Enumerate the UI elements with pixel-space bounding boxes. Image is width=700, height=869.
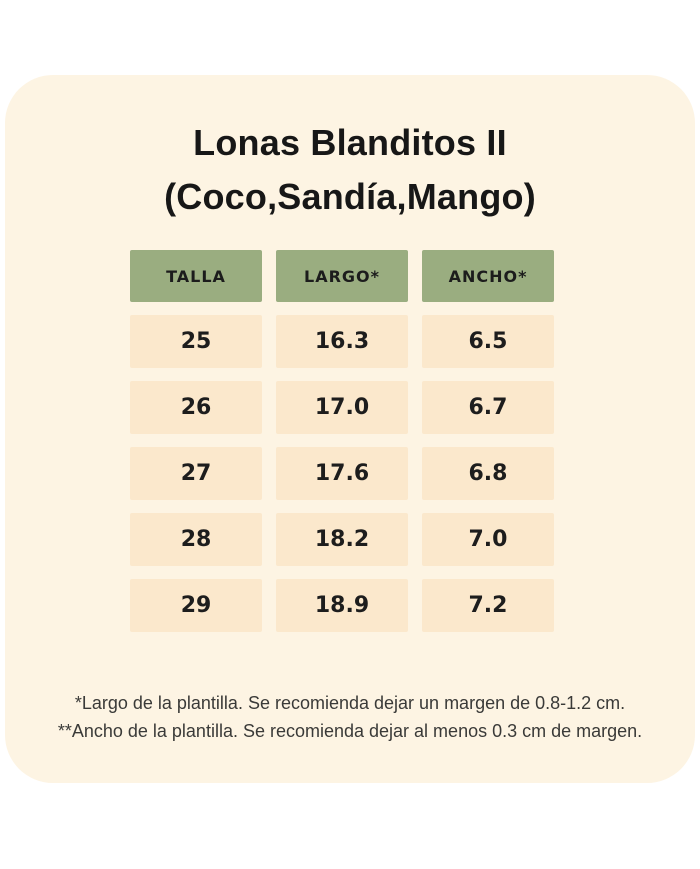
table-cell-talla: 25 (130, 315, 262, 368)
page-title-line1: Lonas Blanditos II (193, 122, 507, 163)
footnote-largo: *Largo de la plantilla. Se recomienda de… (74, 693, 626, 713)
table-cell-talla: 26 (130, 381, 262, 434)
table-cell-talla: 29 (130, 579, 262, 632)
size-table: TALLA LARGO* ANCHO* 25 16.3 6.5 26 17.0 … (130, 250, 554, 632)
table-cell-ancho: 6.8 (422, 447, 554, 500)
table-cell-largo: 18.2 (276, 513, 408, 566)
table-cell-ancho: 6.5 (422, 315, 554, 368)
footnotes: *Largo de la plantilla. Se recomienda de… (0, 689, 700, 745)
table-cell-ancho: 7.2 (422, 579, 554, 632)
table-cell-talla: 28 (130, 513, 262, 566)
page-title: Lonas Blanditos II (Coco,Sandía,Mango) (0, 116, 700, 224)
table-header-ancho: ANCHO* (422, 250, 554, 302)
table-header-talla: TALLA (130, 250, 262, 302)
table-cell-ancho: 6.7 (422, 381, 554, 434)
table-cell-talla: 27 (130, 447, 262, 500)
table-cell-largo: 16.3 (276, 315, 408, 368)
footnote-ancho: **Ancho de la plantilla. Se recomienda d… (57, 721, 643, 741)
table-cell-largo: 17.0 (276, 381, 408, 434)
page-title-line2: (Coco,Sandía,Mango) (164, 176, 536, 217)
table-header-largo: LARGO* (276, 250, 408, 302)
table-cell-largo: 17.6 (276, 447, 408, 500)
table-cell-ancho: 7.0 (422, 513, 554, 566)
table-cell-largo: 18.9 (276, 579, 408, 632)
